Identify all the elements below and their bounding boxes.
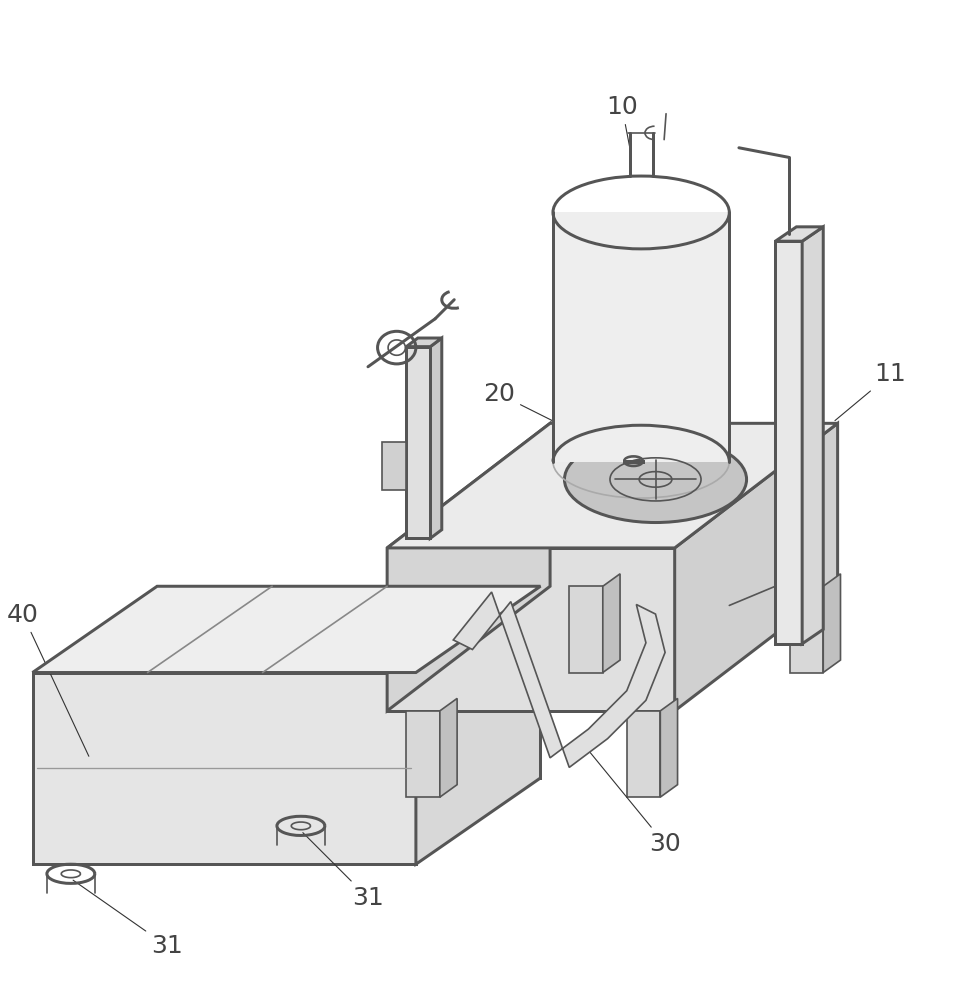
Text: 20: 20 — [483, 382, 631, 460]
Polygon shape — [775, 241, 802, 644]
Polygon shape — [430, 338, 442, 538]
Ellipse shape — [565, 436, 747, 523]
Polygon shape — [33, 586, 540, 673]
Text: 31: 31 — [73, 880, 182, 958]
Polygon shape — [406, 347, 430, 538]
Polygon shape — [823, 574, 841, 673]
Polygon shape — [406, 338, 442, 347]
Polygon shape — [387, 423, 550, 711]
Polygon shape — [553, 212, 730, 462]
Polygon shape — [406, 711, 440, 797]
Polygon shape — [157, 586, 540, 778]
Text: 40: 40 — [7, 603, 89, 756]
Polygon shape — [603, 574, 620, 673]
Polygon shape — [387, 548, 675, 711]
Polygon shape — [626, 711, 660, 797]
Polygon shape — [775, 227, 823, 241]
Text: 30: 30 — [581, 741, 681, 856]
Polygon shape — [387, 423, 838, 548]
Text: 31: 31 — [303, 833, 384, 910]
Polygon shape — [33, 673, 416, 864]
Polygon shape — [675, 423, 838, 711]
Polygon shape — [802, 227, 823, 644]
Polygon shape — [660, 698, 677, 797]
Text: 11: 11 — [835, 362, 906, 421]
Text: 10: 10 — [606, 95, 638, 154]
Polygon shape — [440, 698, 457, 797]
Polygon shape — [569, 586, 603, 673]
Polygon shape — [454, 592, 665, 767]
Polygon shape — [382, 442, 406, 490]
Polygon shape — [416, 586, 540, 864]
Polygon shape — [789, 586, 823, 673]
